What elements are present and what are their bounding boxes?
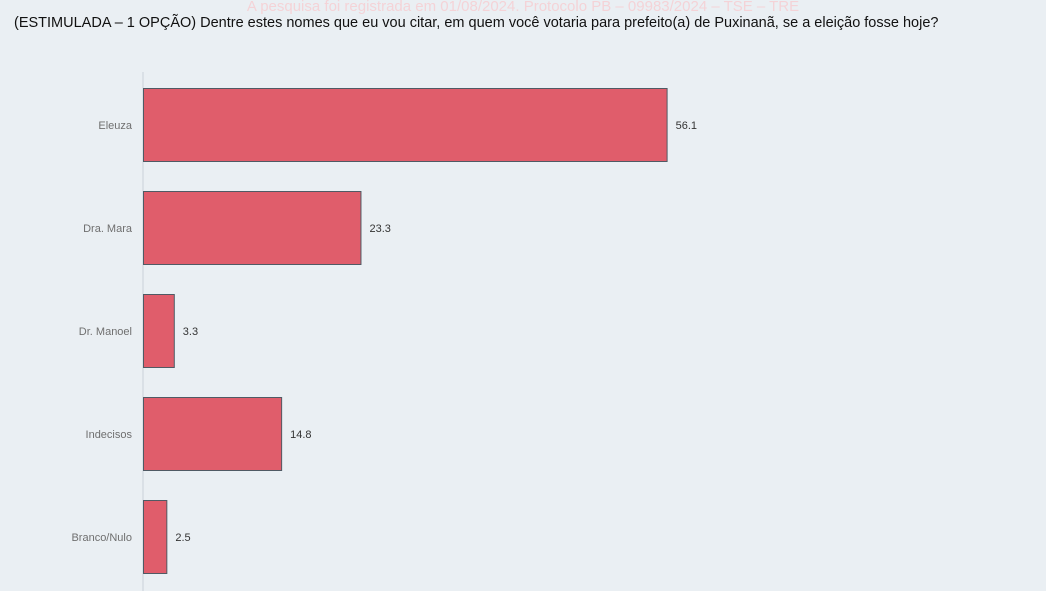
- bar-branco-nulo: [143, 500, 168, 574]
- value-label: 14.8: [290, 429, 311, 441]
- bar-dra-mara: [143, 191, 362, 265]
- category-label: Dr. Manoel: [79, 326, 132, 338]
- bar-dr-manoel: [143, 294, 175, 368]
- watermark-text: A pesquisa foi registrada em 01/08/2024.…: [246, 0, 800, 15]
- category-label: Branco/Nulo: [71, 532, 132, 544]
- chart-title: (ESTIMULADA – 1 OPÇÃO) Dentre estes nome…: [14, 15, 939, 31]
- category-label: Eleuza: [98, 120, 133, 132]
- value-label: 23.3: [369, 223, 390, 235]
- bar-eleuza: [143, 88, 668, 162]
- category-label: Dra. Mara: [83, 223, 133, 235]
- category-labels-group: Eleuza Dra. Mara Dr. Manoel Indecisos Branco…: [71, 120, 132, 544]
- value-label: 2.5: [175, 532, 190, 544]
- bar-indecisos: [143, 397, 283, 471]
- value-label: 56.1: [676, 120, 697, 132]
- category-label: Indecisos: [86, 429, 133, 441]
- value-labels-group: 56.1 23.3 3.3 14.8 2.5: [175, 120, 697, 544]
- value-label: 3.3: [183, 326, 198, 338]
- bars-group: [143, 88, 668, 574]
